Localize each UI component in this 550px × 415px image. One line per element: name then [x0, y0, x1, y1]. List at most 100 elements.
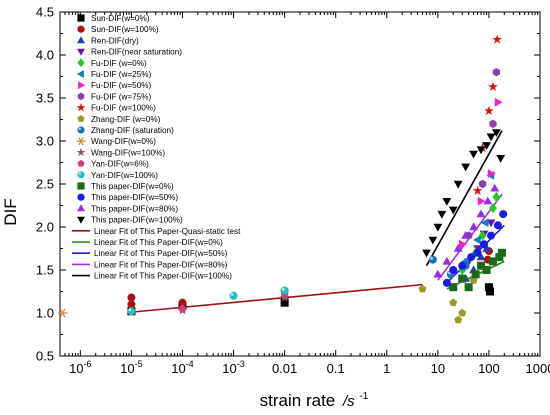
- data-point-shape: [461, 163, 471, 172]
- data-point-shape: [487, 169, 496, 179]
- data-point: [280, 286, 289, 295]
- data-point: [488, 81, 498, 92]
- data-point-shape: [433, 269, 443, 278]
- legend-label: Linear Fit of This Paper-DIF(w=50%): [94, 249, 228, 258]
- data-point: [482, 142, 491, 150]
- data-point-shape: [418, 284, 427, 293]
- legend-label: Sun-DIF(w=100%): [91, 25, 159, 34]
- x-tick-label-exp: -4: [186, 359, 194, 369]
- legend-marker: [77, 115, 85, 122]
- data-point: [494, 97, 503, 107]
- legend-marker-shape: [77, 36, 85, 44]
- x-axis-title-unit: /s: [342, 393, 355, 410]
- data-point-shape: [487, 231, 496, 240]
- legend-marker: [77, 182, 85, 190]
- data-point-shape: [437, 210, 447, 219]
- legend-marker: [77, 48, 85, 56]
- data-point: [496, 155, 506, 163]
- data-point-shape: [458, 261, 467, 270]
- fit-line: [425, 130, 503, 267]
- data-point: [428, 255, 437, 264]
- x-axis-title: strain rate /s -1: [260, 391, 369, 410]
- x-tick-label: 10: [431, 361, 445, 376]
- data-point-highlight: [128, 308, 132, 312]
- data-point-shape: [472, 235, 481, 245]
- data-point: [453, 180, 463, 189]
- data-point-shape: [482, 243, 491, 252]
- data-point: [490, 183, 500, 192]
- data-point: [480, 218, 489, 228]
- data-point: [482, 243, 491, 252]
- data-point: [469, 150, 478, 159]
- data-point-shape: [127, 293, 136, 302]
- legend-marker-shape: [77, 171, 85, 179]
- data-point: [476, 209, 486, 218]
- data-point-shape: [448, 206, 458, 215]
- data-point: [178, 304, 187, 313]
- legend-marker: [77, 14, 85, 22]
- y-tick-label: 0.5: [36, 349, 54, 364]
- legend-label: Fu-DIF (w=100%): [91, 104, 156, 113]
- data-point-shape: [482, 142, 491, 150]
- data-point: [499, 210, 508, 219]
- data-point-shape: [477, 196, 486, 206]
- data-point: [492, 68, 501, 77]
- x-tick-label-exp: -5: [135, 359, 143, 369]
- data-point: [497, 248, 506, 257]
- data-point-highlight: [281, 287, 285, 291]
- legend-marker-highlight: [78, 172, 81, 175]
- legend-marker: [77, 36, 85, 44]
- data-point-shape: [428, 236, 438, 245]
- data-point: [483, 196, 493, 205]
- data-point: [433, 223, 443, 232]
- legend-label: Yan-DIF(w=100%): [91, 171, 158, 180]
- data-point: [487, 231, 496, 240]
- legend-marker-shape: [77, 48, 85, 56]
- data-point: [449, 266, 458, 274]
- data-point-shape: [497, 248, 506, 257]
- legend-marker-shape: [77, 193, 85, 201]
- legend-marker-shape: [77, 25, 85, 33]
- x-tick-label: 1: [383, 361, 390, 376]
- data-point: [488, 257, 497, 266]
- data-point-shape: [428, 255, 437, 264]
- data-point-shape: [472, 185, 483, 196]
- data-point: [178, 298, 187, 307]
- x-tick-label: 100: [478, 361, 500, 376]
- data-point-shape: [482, 266, 491, 274]
- data-point: [472, 235, 481, 245]
- data-point: [486, 219, 496, 228]
- data-point: [422, 249, 431, 258]
- y-tick-label: 1.0: [36, 306, 54, 321]
- x-tick-label: 0.01: [272, 361, 297, 376]
- data-point: [454, 315, 463, 324]
- data-point: [458, 274, 467, 283]
- data-point-shape: [442, 198, 452, 206]
- legend-marker-shape: [77, 14, 85, 22]
- legend-label: This paper-DIF(w=100%): [91, 216, 183, 225]
- y-tick-label: 3.0: [36, 134, 54, 149]
- legend-marker: [77, 58, 85, 68]
- data-point: [442, 198, 452, 206]
- data-point-shape: [483, 105, 494, 116]
- legend-marker-shape: [77, 58, 85, 68]
- legend-label: This paper-DIF(w=80%): [91, 204, 178, 213]
- legend-label: This paper-DIF(w=50%): [91, 193, 178, 202]
- data-point-shape: [280, 298, 289, 307]
- data-point-shape: [499, 210, 508, 219]
- legend-label: Wang-DIF(w=0%): [91, 137, 156, 146]
- data-point-shape: [477, 261, 486, 270]
- data-point: [472, 185, 483, 196]
- legend-label: Zhang-DIF (saturation): [91, 126, 174, 135]
- data-point: [488, 203, 497, 214]
- data-point-shape: [496, 155, 506, 163]
- data-point: [433, 269, 443, 278]
- data-point-shape: [469, 150, 478, 159]
- data-point-shape: [492, 68, 501, 77]
- data-point-shape: [453, 180, 463, 189]
- data-point: [471, 270, 480, 279]
- data-point: [437, 210, 447, 219]
- data-point: [492, 34, 503, 44]
